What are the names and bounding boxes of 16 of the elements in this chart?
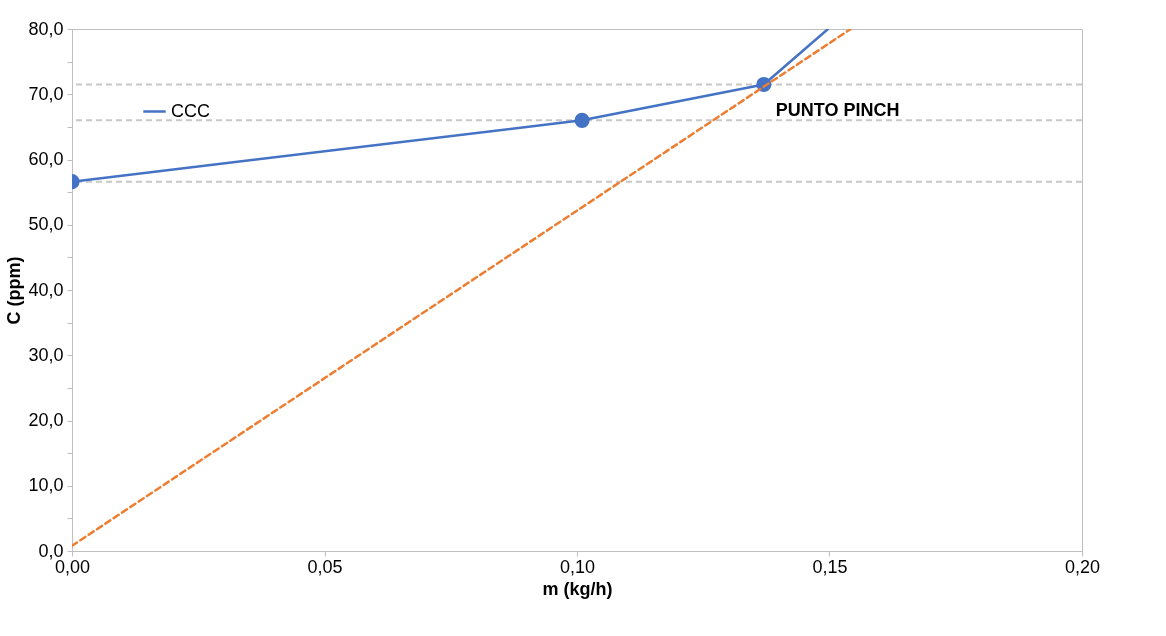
y-tick-label: 20,0 <box>28 410 64 430</box>
annotation: PUNTO PINCH <box>775 100 900 121</box>
y-tick-label: 30,0 <box>28 344 64 365</box>
y-tick-label: 40,0 <box>28 279 64 300</box>
y-axis-title: C (ppm) <box>4 256 25 325</box>
y-tick-label: 50,0 <box>28 214 64 235</box>
y-tick-label: 60,0 <box>28 149 64 169</box>
legend-label: CCC <box>171 100 210 121</box>
x-tick-label: 0,10 <box>559 556 596 577</box>
y-tick-label: 70,0 <box>28 83 64 104</box>
y-tick-label: 80,0 <box>28 18 64 39</box>
x-axis-title: m (kg/h) <box>542 578 613 599</box>
x-tick-label: 0,15 <box>812 556 848 577</box>
y-tick-label: 10,0 <box>28 475 64 496</box>
x-tick-label: 0,05 <box>307 556 343 577</box>
x-tick-label: 0,20 <box>1064 556 1101 577</box>
